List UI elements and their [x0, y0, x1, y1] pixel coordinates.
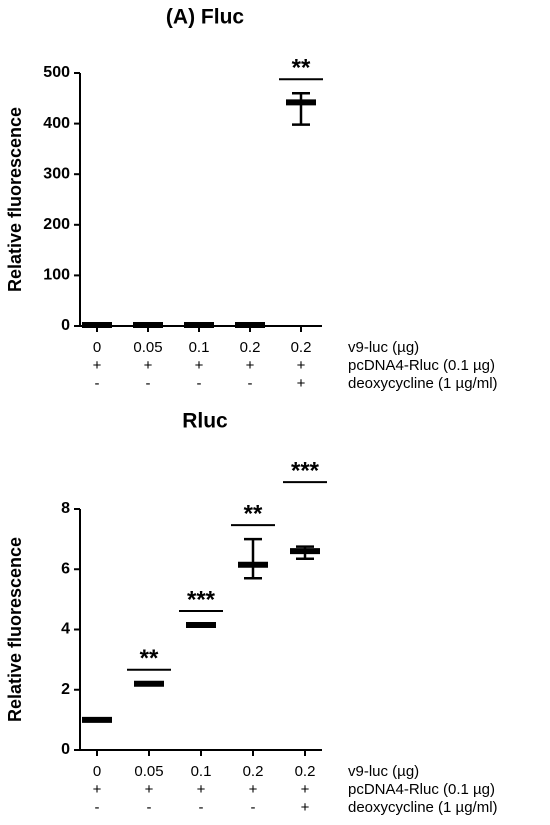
chart-title: Rluc — [182, 410, 228, 433]
y-tick-label: 2 — [61, 681, 70, 698]
condition-label: pcDNA4-Rluc (0.1 µg) — [348, 357, 495, 374]
condition-label: deoxycycline (1 µg/ml) — [348, 375, 498, 392]
x-tick-label: 0 — [93, 763, 101, 780]
condition-value: - — [251, 799, 256, 816]
condition-value: + — [246, 357, 255, 374]
x-tick-label: 0 — [93, 339, 101, 356]
condition-value: + — [301, 781, 310, 798]
condition-value: - — [147, 799, 152, 816]
condition-label: deoxycycline (1 µg/ml) — [348, 799, 498, 816]
error-bar — [292, 91, 310, 126]
y-tick-label: 400 — [43, 115, 70, 132]
significance-label: ** — [140, 645, 159, 672]
category-axis-label: v9-luc (µg) — [348, 339, 419, 356]
category-axis-label: v9-luc (µg) — [348, 763, 419, 780]
condition-label: pcDNA4-Rluc (0.1 µg) — [348, 781, 495, 798]
condition-value: - — [248, 375, 253, 392]
condition-value: + — [297, 375, 306, 392]
y-tick-label: 4 — [61, 621, 70, 638]
x-tick-label: 0.2 — [291, 339, 312, 356]
y-tick-label: 0 — [61, 741, 70, 758]
y-tick-label: 300 — [43, 165, 70, 182]
condition-value: - — [197, 375, 202, 392]
condition-value: + — [301, 799, 310, 816]
x-tick-label: 0.05 — [133, 339, 162, 356]
condition-value: + — [144, 357, 153, 374]
y-tick-label: 100 — [43, 267, 70, 284]
condition-value: + — [93, 781, 102, 798]
chart-title: (A) Fluc — [166, 6, 244, 29]
significance-label: ** — [244, 500, 263, 527]
condition-value: - — [95, 375, 100, 392]
y-tick-label: 500 — [43, 64, 70, 81]
significance-label: ** — [292, 55, 311, 82]
condition-value: + — [93, 357, 102, 374]
condition-value: - — [146, 375, 151, 392]
significance-label: *** — [291, 457, 320, 484]
y-tick-label: 0 — [61, 317, 70, 334]
y-tick-label: 200 — [43, 216, 70, 233]
x-tick-label: 0.2 — [243, 763, 264, 780]
x-tick-label: 0.1 — [191, 763, 212, 780]
condition-value: - — [95, 799, 100, 816]
condition-value: + — [197, 781, 206, 798]
condition-value: - — [199, 799, 204, 816]
condition-value: + — [249, 781, 258, 798]
x-tick-label: 0.1 — [189, 339, 210, 356]
y-tick-label: 8 — [61, 500, 70, 517]
x-tick-label: 0.2 — [295, 763, 316, 780]
error-bar — [244, 537, 262, 580]
condition-value: + — [297, 357, 306, 374]
condition-value: + — [145, 781, 154, 798]
x-tick-label: 0.2 — [240, 339, 261, 356]
x-tick-label: 0.05 — [134, 763, 163, 780]
y-tick-label: 6 — [61, 560, 70, 577]
y-axis-label: Relative fluorescence — [5, 537, 25, 722]
significance-label: *** — [187, 586, 216, 613]
y-axis-label: Relative fluorescence — [5, 107, 25, 292]
condition-value: + — [195, 357, 204, 374]
